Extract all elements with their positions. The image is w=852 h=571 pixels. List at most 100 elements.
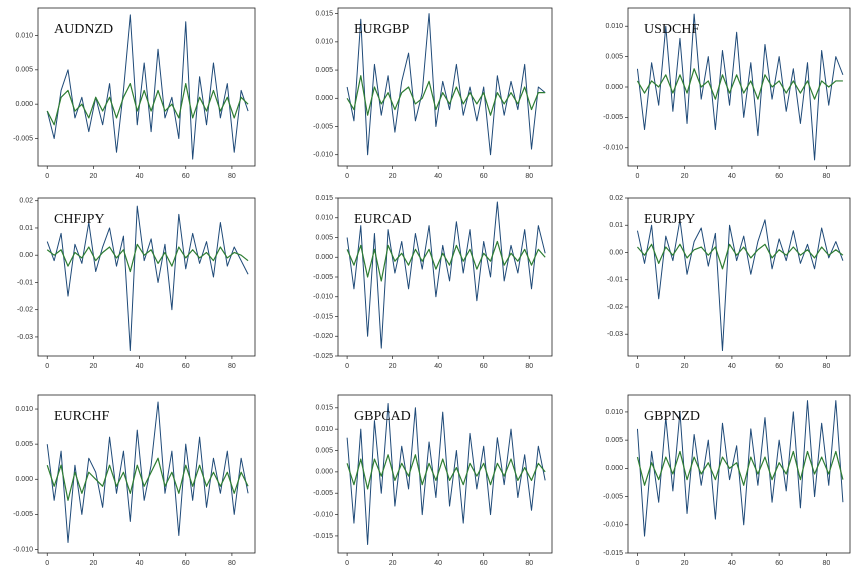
- x-tick-label: 20: [90, 560, 98, 567]
- y-tick-label: 0.000: [315, 469, 333, 476]
- x-tick-label: 0: [345, 560, 349, 567]
- y-tick-label: -0.005: [313, 490, 333, 497]
- x-tick-label: 60: [480, 363, 488, 370]
- x-tick-label: 40: [434, 363, 442, 370]
- x-tick-label: 80: [228, 363, 236, 370]
- y-tick-label: 0.02: [609, 195, 623, 202]
- y-tick-label: 0.000: [605, 465, 623, 472]
- x-tick-label: 60: [182, 173, 190, 180]
- panel: -0.010-0.0050.0000.0050.0100.01502040608…: [313, 8, 552, 180]
- y-tick-label: 0.000: [15, 476, 33, 483]
- chart-title: EURGBP: [354, 22, 409, 37]
- y-tick-label: 0.005: [315, 447, 333, 454]
- x-tick-label: 80: [228, 560, 236, 567]
- y-tick-label: 0.005: [15, 67, 33, 74]
- y-tick-label: -0.020: [313, 333, 333, 340]
- y-tick-label: -0.01: [17, 279, 33, 286]
- chart-title: EURCAD: [354, 212, 412, 227]
- chart-title: EURCHF: [54, 409, 109, 424]
- y-tick-label: -0.010: [313, 152, 333, 159]
- y-tick-label: 0.005: [315, 234, 333, 241]
- panel: -0.03-0.02-0.010.000.010.02020406080CHFJ…: [17, 198, 255, 370]
- y-tick-label: -0.005: [603, 114, 623, 121]
- y-tick-label: -0.015: [313, 533, 333, 540]
- x-tick-label: 80: [822, 560, 830, 567]
- x-tick-label: 20: [681, 173, 689, 180]
- y-tick-label: 0.000: [315, 254, 333, 261]
- y-tick-label: 0.010: [315, 215, 333, 222]
- y-tick-label: 0.02: [19, 198, 33, 205]
- x-tick-label: 60: [775, 173, 783, 180]
- y-tick-label: -0.015: [313, 313, 333, 320]
- y-tick-label: -0.010: [603, 145, 623, 152]
- y-tick-label: 0.000: [315, 95, 333, 102]
- y-tick-label: 0.000: [605, 84, 623, 91]
- y-tick-label: 0.010: [605, 409, 623, 416]
- x-tick-label: 80: [525, 363, 533, 370]
- chart-title: GBPCAD: [354, 409, 411, 424]
- y-tick-label: 0.005: [315, 67, 333, 74]
- y-tick-label: 0.005: [605, 437, 623, 444]
- y-tick-label: 0.015: [315, 10, 333, 17]
- y-tick-label: 0.005: [15, 441, 33, 448]
- chart-grid: -0.0050.0000.0050.010020406080AUDNZD-0.0…: [0, 0, 852, 571]
- panel: -0.010 -0.005 0.000 0.005 0.010 0 20 40 60 80 USDC…: [603, 8, 850, 180]
- y-tick-label: -0.005: [13, 511, 33, 518]
- x-tick-label: 20: [90, 363, 98, 370]
- x-tick-label: 80: [525, 173, 533, 180]
- y-tick-label: 0.010: [605, 23, 623, 30]
- x-tick-label: 0: [635, 560, 639, 567]
- y-tick-label: 0.015: [315, 405, 333, 412]
- x-tick-label: 0: [345, 173, 349, 180]
- chart-title: GBPNZD: [644, 409, 700, 424]
- x-tick-label: 60: [182, 560, 190, 567]
- y-tick-label: -0.03: [607, 331, 623, 338]
- x-tick-label: 80: [525, 560, 533, 567]
- y-tick-label: -0.010: [603, 522, 623, 529]
- panel: -0.025-0.020-0.015-0.010-0.0050.0000.005…: [313, 195, 552, 370]
- x-tick-label: 0: [635, 173, 639, 180]
- x-tick-label: 0: [45, 173, 49, 180]
- x-tick-label: 80: [822, 363, 830, 370]
- x-tick-label: 20: [681, 363, 689, 370]
- x-tick-label: 20: [389, 363, 397, 370]
- x-tick-label: 40: [136, 560, 144, 567]
- y-tick-label: -0.010: [313, 511, 333, 518]
- x-tick-label: 80: [822, 173, 830, 180]
- y-tick-label: -0.005: [603, 493, 623, 500]
- y-tick-label: 0.000: [15, 101, 33, 108]
- y-tick-label: 0.01: [19, 225, 33, 232]
- y-tick-label: 0.010: [315, 39, 333, 46]
- y-tick-label: -0.03: [17, 334, 33, 341]
- y-tick-label: -0.005: [313, 123, 333, 130]
- y-tick-label: 0.010: [315, 426, 333, 433]
- y-tick-label: -0.010: [13, 546, 33, 553]
- x-tick-label: 40: [136, 173, 144, 180]
- y-tick-label: 0.00: [19, 252, 33, 259]
- chart-title: EURJPY: [644, 212, 695, 227]
- y-tick-label: 0.010: [15, 406, 33, 413]
- panel: -0.015 -0.010 -0.005 0.000 0.005 0.010 0.015 0 2…: [313, 395, 552, 567]
- y-tick-label: -0.010: [313, 294, 333, 301]
- y-tick-label: -0.005: [313, 274, 333, 281]
- y-tick-label: 0.015: [315, 195, 333, 202]
- x-tick-label: 0: [345, 363, 349, 370]
- y-tick-label: 0.01: [609, 222, 623, 229]
- x-tick-label: 60: [775, 560, 783, 567]
- y-tick-label: 0.005: [605, 53, 623, 60]
- chart-title: USDCHF: [644, 22, 699, 37]
- x-tick-label: 0: [635, 363, 639, 370]
- x-tick-label: 40: [434, 173, 442, 180]
- chart-title: AUDNZD: [54, 22, 113, 37]
- y-tick-label: -0.02: [17, 307, 33, 314]
- x-tick-label: 40: [728, 560, 736, 567]
- x-tick-label: 20: [389, 560, 397, 567]
- y-tick-label: -0.005: [13, 135, 33, 142]
- x-tick-label: 20: [389, 173, 397, 180]
- x-tick-label: 60: [182, 363, 190, 370]
- x-tick-label: 40: [728, 173, 736, 180]
